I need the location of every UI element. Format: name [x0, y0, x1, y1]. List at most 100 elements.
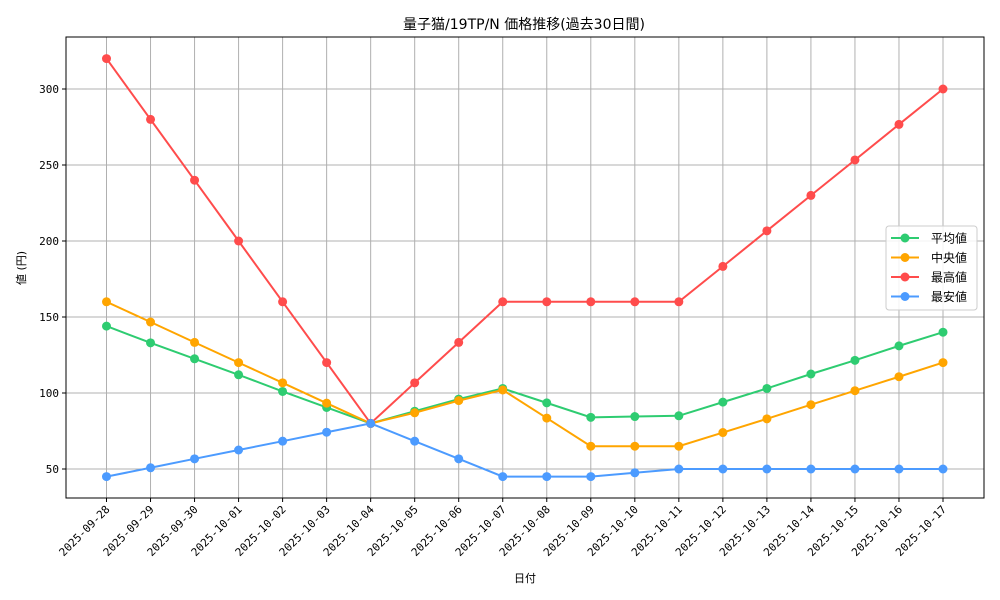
data-point	[278, 386, 288, 396]
y-tick-label: 50	[46, 463, 59, 476]
data-point	[278, 436, 288, 446]
y-axis: 50 100 150 200 250 300	[39, 83, 66, 476]
x-axis-label: 日付	[514, 572, 536, 585]
data-point	[938, 464, 948, 474]
data-point	[146, 114, 156, 124]
series-line	[105, 58, 944, 425]
data-point	[674, 464, 684, 474]
plot-area-frame	[65, 36, 985, 499]
series-line	[106, 300, 944, 448]
data-point	[718, 428, 728, 438]
data-point	[542, 297, 552, 307]
data-point	[234, 236, 244, 246]
data-point	[894, 341, 904, 351]
data-point	[542, 472, 552, 482]
data-point	[146, 317, 156, 327]
data-point	[762, 383, 772, 393]
data-point	[102, 54, 111, 64]
series-中央値	[102, 297, 948, 451]
data-point	[102, 321, 111, 331]
legend-marker-icon	[900, 292, 910, 301]
data-point	[674, 297, 684, 307]
data-point	[586, 441, 596, 451]
data-point	[630, 441, 640, 451]
data-point	[146, 463, 156, 473]
data-point	[850, 155, 860, 165]
data-point	[454, 454, 464, 464]
legend-label: 中央値	[931, 250, 967, 265]
data-point	[498, 385, 508, 395]
legend-label: 最安値	[931, 289, 967, 304]
legend-label: 最高値	[931, 270, 967, 285]
series-最安値	[102, 418, 948, 482]
data-point	[498, 472, 508, 482]
data-point	[850, 464, 860, 474]
data-point	[586, 472, 596, 482]
data-point	[234, 445, 244, 455]
data-point	[454, 396, 464, 406]
data-point	[718, 464, 728, 474]
legend-marker-icon	[900, 253, 910, 262]
series-line	[106, 422, 943, 478]
legend-label: 平均値	[931, 231, 967, 246]
data-point	[190, 175, 200, 185]
y-axis-label: 値 (円)	[15, 251, 28, 285]
data-point	[586, 412, 596, 422]
legend-item: 最安値	[891, 289, 967, 304]
data-point	[322, 427, 332, 437]
data-point	[630, 468, 640, 478]
data-point	[542, 413, 552, 423]
data-point	[806, 464, 816, 474]
data-point	[630, 412, 640, 422]
data-point	[806, 190, 816, 200]
series-最高値	[102, 54, 948, 428]
data-point	[718, 261, 728, 271]
data-point	[322, 398, 332, 408]
data-point	[278, 297, 288, 307]
data-point	[806, 369, 816, 379]
data-point	[938, 358, 948, 368]
y-tick-label: 250	[39, 159, 59, 172]
grid-lines	[66, 37, 984, 498]
data-point	[586, 297, 596, 307]
data-point	[762, 414, 772, 424]
data-point	[278, 378, 288, 388]
data-point	[894, 464, 904, 474]
data-point	[366, 418, 376, 428]
series-layer	[102, 54, 948, 482]
data-point	[102, 297, 111, 307]
y-tick-label: 300	[39, 83, 59, 96]
data-point	[850, 386, 860, 396]
data-point	[498, 297, 508, 307]
data-point	[762, 226, 772, 236]
x-axis: 2025-09-282025-09-292025-09-302025-10-01…	[57, 498, 949, 559]
data-point	[410, 408, 420, 418]
data-point	[938, 84, 948, 94]
data-point	[894, 119, 904, 129]
series-line	[106, 325, 944, 425]
data-point	[674, 411, 684, 421]
chart-title: 量子猫/19TP/N 価格推移(過去30日間)	[403, 17, 645, 33]
legend-marker-icon	[900, 272, 910, 282]
data-point	[806, 400, 816, 410]
data-point	[454, 337, 464, 347]
data-point	[102, 472, 111, 482]
y-tick-label: 150	[39, 311, 59, 324]
data-point	[850, 355, 860, 365]
y-tick-label: 200	[39, 235, 59, 248]
data-point	[410, 436, 420, 446]
data-point	[190, 454, 200, 464]
legend-marker-icon	[900, 233, 910, 243]
data-point	[234, 370, 244, 380]
data-point	[674, 441, 684, 451]
series-平均値	[102, 321, 948, 428]
data-point	[322, 358, 332, 368]
y-tick-label: 100	[39, 387, 59, 400]
data-point	[234, 358, 244, 368]
data-point	[630, 297, 640, 307]
data-point	[762, 464, 772, 474]
legend-item: 最高値	[891, 270, 967, 285]
data-point	[938, 327, 948, 337]
legend-item: 平均値	[891, 231, 967, 246]
